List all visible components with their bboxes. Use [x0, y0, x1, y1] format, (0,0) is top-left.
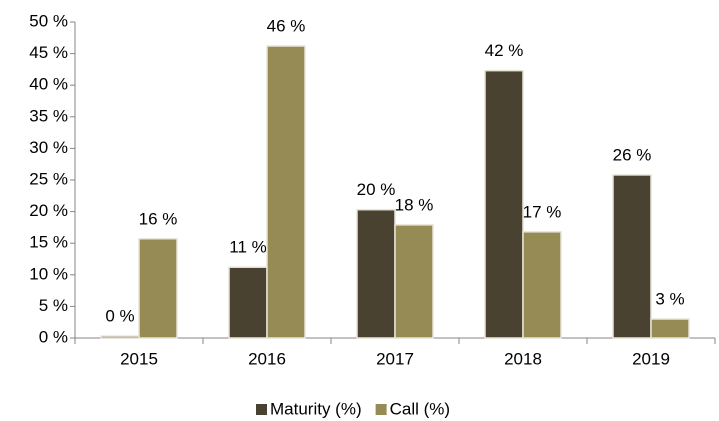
value-label: 17 %	[523, 202, 562, 221]
y-tick-label: 5 %	[39, 296, 68, 315]
bar	[612, 174, 652, 339]
bar	[522, 231, 562, 339]
x-tick-label: 2015	[120, 349, 158, 368]
x-tick-label: 2017	[376, 349, 414, 368]
x-tick-label: 2019	[632, 349, 670, 368]
bar	[394, 224, 434, 339]
value-label: 11 %	[229, 238, 267, 257]
value-label: 18 %	[395, 195, 434, 214]
value-label: 46 %	[267, 17, 306, 36]
value-label: 3 %	[655, 290, 684, 309]
y-tick-label: 45 %	[29, 43, 68, 62]
y-tick-label: 30 %	[29, 138, 68, 157]
y-tick-label: 0 %	[39, 327, 68, 346]
value-label: 0 %	[105, 307, 134, 326]
legend-swatch	[375, 404, 387, 415]
bar	[484, 69, 524, 339]
bar	[266, 45, 306, 339]
x-tick-label: 2018	[504, 349, 542, 368]
value-label: 16 %	[139, 209, 178, 228]
value-label: 20 %	[357, 180, 396, 199]
y-tick-label: 40 %	[29, 75, 68, 94]
bar	[100, 335, 140, 339]
y-tick-label: 15 %	[29, 233, 68, 252]
legend-label: Call (%)	[390, 399, 450, 418]
legend-label: Maturity (%)	[270, 399, 362, 418]
bar	[650, 318, 690, 339]
value-label: 26 %	[613, 145, 652, 164]
x-tick-label: 2016	[248, 349, 286, 368]
legend-swatch	[256, 404, 267, 415]
bar	[356, 208, 396, 339]
bar	[228, 266, 268, 339]
y-tick-label: 25 %	[29, 169, 68, 188]
y-tick-label: 10 %	[29, 264, 68, 283]
y-tick-label: 20 %	[29, 201, 68, 220]
bar	[138, 238, 178, 339]
y-tick-label: 35 %	[29, 106, 68, 125]
value-label: 42 %	[485, 41, 524, 60]
y-tick-label: 50 %	[29, 11, 68, 30]
